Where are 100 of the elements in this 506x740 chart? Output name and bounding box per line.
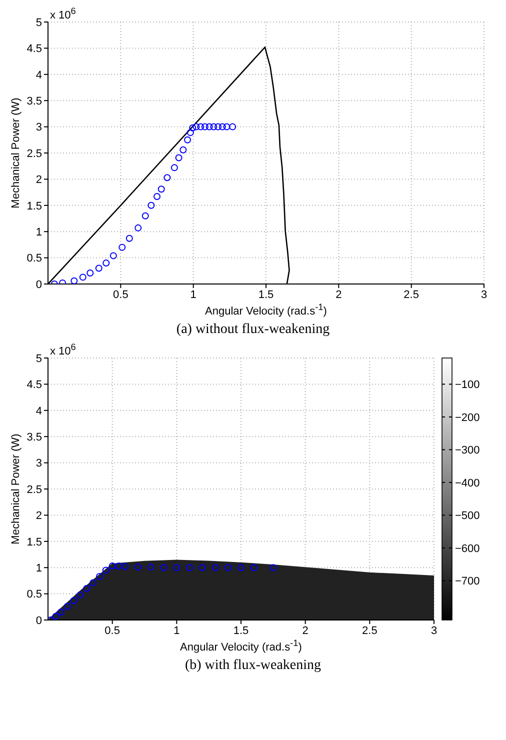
point — [102, 566, 110, 574]
point — [210, 123, 218, 130]
color-bar-label: −200 — [455, 412, 480, 424]
point — [57, 608, 64, 616]
point — [110, 252, 117, 260]
point — [158, 186, 165, 193]
point — [70, 597, 78, 604]
point — [147, 564, 154, 571]
y-tick-label: 3 — [36, 122, 42, 134]
y-tick-label: 0.5 — [26, 252, 42, 265]
y-tick-label: 1 — [36, 226, 42, 239]
point — [134, 224, 142, 232]
point — [206, 123, 213, 130]
x-tick-label: 2.5 — [362, 624, 378, 637]
point — [270, 564, 277, 572]
point — [184, 136, 192, 144]
y-tick-label: 0.5 — [26, 588, 42, 601]
y-tick-label: 1 — [36, 562, 42, 575]
x-axis-title: Angular Velocity (rad.s$^{-1}$) — [179, 638, 303, 654]
point — [186, 129, 194, 136]
y-tick-label: 4.5 — [26, 43, 42, 56]
color-bar-label: −400 — [455, 477, 480, 490]
point — [198, 564, 206, 572]
color-bar-label: −600 — [455, 542, 480, 555]
text: (a) without flux-weakening — [175, 322, 331, 338]
y-tick-label: 4 — [36, 405, 42, 418]
point — [52, 612, 60, 620]
point — [192, 123, 200, 130]
point — [238, 564, 244, 572]
y-tick-label: 1.5 — [26, 200, 42, 212]
point — [115, 562, 122, 570]
point — [223, 123, 230, 130]
point — [164, 174, 171, 182]
point — [90, 579, 97, 586]
y-axis-title: Mechanical Power (W) — [10, 98, 22, 208]
color-bar-label: −100 — [455, 379, 480, 392]
point — [214, 123, 222, 130]
x-tick-label: 3 — [480, 288, 488, 301]
color-bar-label: −300 — [455, 444, 480, 457]
point — [212, 564, 219, 572]
y-tick-label: 2.5 — [26, 148, 42, 160]
point — [79, 274, 86, 281]
text: (b) with flux-weakening — [184, 658, 322, 674]
point — [83, 585, 90, 592]
y-tick-label: 2 — [36, 510, 42, 522]
y-tick-label: 4.5 — [26, 379, 42, 392]
y-tick-label: 2.5 — [26, 484, 42, 496]
point — [148, 202, 155, 209]
point — [201, 123, 208, 130]
y-axis-title: Mechanical Power (W) — [10, 434, 22, 544]
x-tick-label: 1.5 — [258, 288, 274, 301]
point — [108, 562, 116, 570]
point — [229, 123, 236, 130]
point — [186, 564, 194, 572]
y-tick-label: 3.5 — [26, 432, 42, 444]
point — [64, 602, 71, 610]
x-tick-label: 0.5 — [104, 624, 120, 637]
y-tick-label: 5 — [36, 352, 42, 365]
y-tick-label: 4 — [36, 69, 42, 82]
y-tick-label: 3 — [36, 458, 42, 470]
y-tick-label: 2 — [36, 174, 42, 186]
point — [96, 573, 103, 580]
point — [76, 591, 84, 598]
point — [95, 264, 102, 272]
point — [70, 277, 78, 284]
color-bar-label: −500 — [455, 510, 480, 522]
x-tick-label: 3 — [430, 624, 438, 637]
y-tick-label: 0 — [36, 614, 42, 627]
point — [122, 563, 129, 570]
point — [126, 234, 133, 242]
x-tick-label: 2 — [302, 624, 308, 637]
point — [224, 564, 232, 572]
point — [180, 146, 187, 154]
point — [102, 260, 110, 267]
point — [218, 123, 226, 130]
point — [154, 192, 160, 200]
point — [170, 164, 178, 172]
x-tick-label: 1 — [190, 288, 196, 301]
y-tick-label: 0 — [36, 278, 42, 291]
point — [197, 123, 204, 130]
point — [189, 124, 196, 132]
text: x 10$^{6}$ — [50, 342, 76, 358]
point — [134, 564, 142, 571]
x-tick-label: 1.5 — [233, 624, 249, 637]
x-tick-label: 2 — [336, 288, 342, 301]
y-tick-label: 1.5 — [26, 536, 42, 548]
text: x 10$^{6}$ — [50, 6, 76, 22]
x-tick-label: 2.5 — [404, 288, 419, 301]
x-tick-label: 1 — [174, 624, 180, 637]
point — [86, 269, 94, 276]
x-axis-title: Angular Velocity (rad.s$^{-1}$) — [204, 302, 328, 318]
x-tick-label: 0.5 — [113, 288, 128, 301]
point — [118, 244, 126, 251]
point — [173, 564, 180, 572]
y-tick-label: 5 — [36, 16, 42, 29]
color-bar-label: −700 — [455, 576, 480, 588]
point — [142, 212, 149, 220]
point — [175, 154, 182, 162]
point — [250, 564, 258, 572]
point — [160, 564, 168, 572]
